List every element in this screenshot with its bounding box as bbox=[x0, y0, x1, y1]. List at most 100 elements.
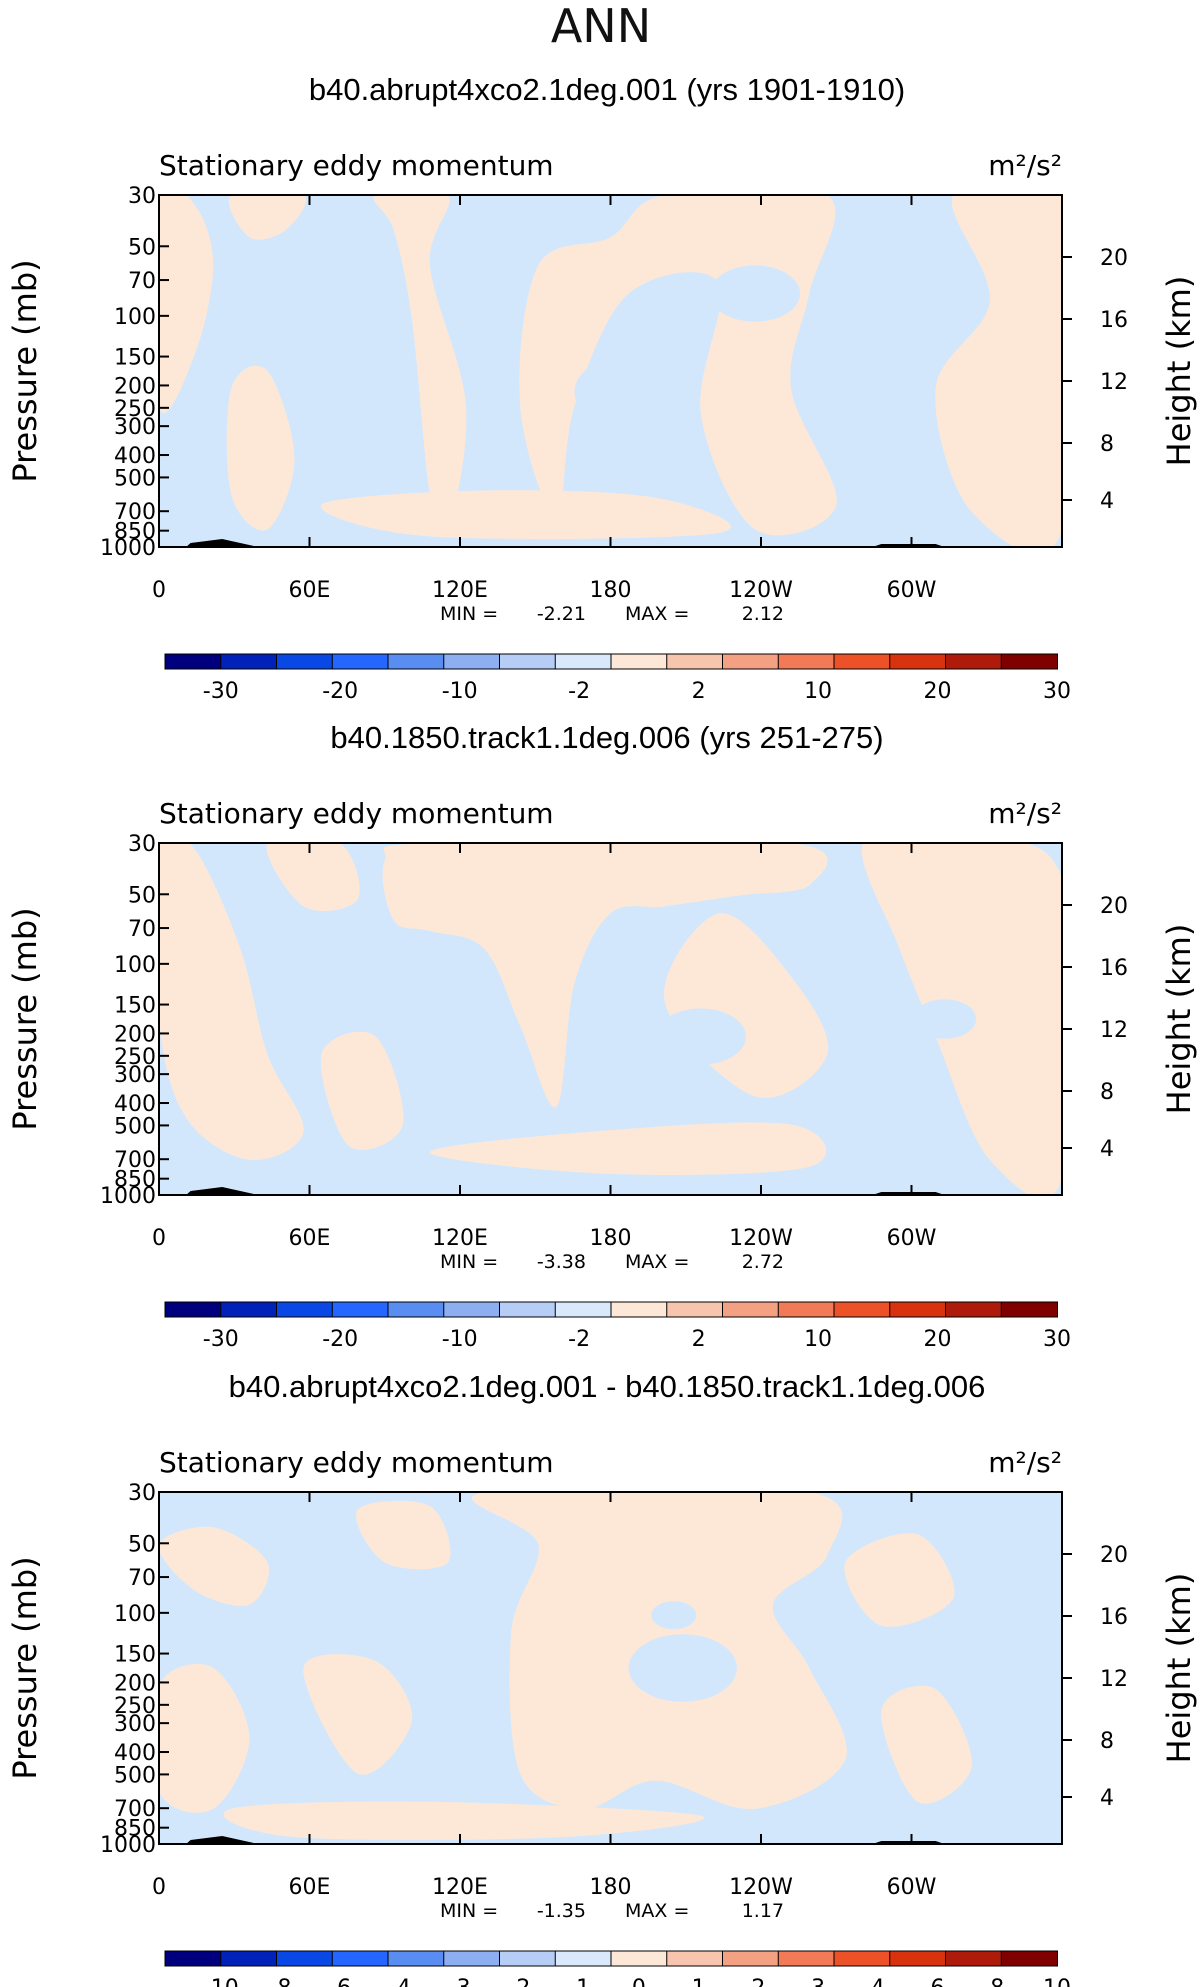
positive-contour-region bbox=[844, 1533, 955, 1627]
pressure-tick-label: 150 bbox=[114, 994, 156, 1019]
colorbar-swatch bbox=[722, 1301, 780, 1318]
pressure-tick-label: 850 bbox=[114, 1817, 156, 1842]
min-label: MIN = bbox=[440, 1251, 498, 1273]
colorbar-swatch bbox=[610, 653, 668, 670]
pressure-tick-label: 150 bbox=[114, 346, 156, 371]
left-string: Stationary eddy momentum bbox=[159, 797, 554, 830]
pressure-tick-label: 250 bbox=[114, 397, 156, 422]
positive-contour-region bbox=[320, 1031, 404, 1150]
colorbar-swatch bbox=[945, 1950, 1003, 1967]
colorbar-swatch bbox=[722, 1950, 780, 1967]
colorbar-swatch bbox=[276, 1301, 334, 1318]
pressure-tick-label: 50 bbox=[128, 235, 156, 260]
colorbar-label: 30 bbox=[1043, 679, 1071, 704]
colorbar-swatch bbox=[499, 1950, 557, 1967]
height-tick-label: 12 bbox=[1100, 370, 1128, 395]
pressure-tick-label: 100 bbox=[114, 305, 156, 330]
positive-contour-region bbox=[429, 1122, 827, 1175]
height-axis-title: Height (km) bbox=[1160, 1573, 1198, 1764]
colorbar-swatch bbox=[666, 1301, 724, 1318]
pressure-tick-label: 850 bbox=[114, 1168, 156, 1193]
height-tick-label: 16 bbox=[1100, 1605, 1128, 1630]
colorbar-label: 10 bbox=[1043, 1976, 1071, 1987]
positive-contour-region bbox=[320, 490, 731, 540]
colorbar-swatch bbox=[833, 1950, 891, 1967]
colorbar-swatch bbox=[276, 653, 334, 670]
panel-1: b40.abrupt4xco2.1deg.001 (yrs 1901-1910)… bbox=[6, 72, 1198, 704]
colorbar-swatch bbox=[554, 653, 612, 670]
pressure-tick-label: 200 bbox=[114, 1671, 156, 1696]
min-label: MIN = bbox=[440, 1900, 498, 1922]
height-tick-label: 16 bbox=[1100, 308, 1128, 333]
x-tick-label: 120E bbox=[432, 1875, 488, 1900]
colorbar-label: 0 bbox=[632, 1976, 646, 1987]
positive-contour-region bbox=[159, 843, 304, 1161]
x-tick-label: 0 bbox=[152, 1875, 166, 1900]
colorbar-swatch bbox=[889, 1301, 947, 1318]
height-tick-label: 4 bbox=[1100, 489, 1114, 514]
colorbar-label: 6 bbox=[931, 1976, 945, 1987]
left-string: Stationary eddy momentum bbox=[159, 149, 554, 182]
height-tick-label: 12 bbox=[1100, 1018, 1128, 1043]
plot-area bbox=[159, 195, 1062, 547]
colorbar-swatch bbox=[387, 653, 445, 670]
pressure-tick-label: 500 bbox=[114, 466, 156, 491]
positive-contour-region bbox=[223, 1801, 705, 1841]
height-tick-label: 4 bbox=[1100, 1137, 1114, 1162]
colorbar-swatch bbox=[1000, 1950, 1058, 1967]
max-value: 2.72 bbox=[742, 1251, 784, 1273]
colorbar-swatch bbox=[554, 1301, 612, 1318]
pressure-tick-label: 70 bbox=[128, 917, 156, 942]
colorbar-swatch bbox=[1000, 653, 1058, 670]
pressure-tick-label: 250 bbox=[114, 1045, 156, 1070]
colorbar-swatch bbox=[833, 653, 891, 670]
figure-title: ANN bbox=[551, 0, 651, 53]
panel-3: b40.abrupt4xco2.1deg.001 - b40.1850.trac… bbox=[6, 1369, 1198, 1987]
colorbar-swatch bbox=[833, 1301, 891, 1318]
colorbar-swatch bbox=[443, 1301, 501, 1318]
pressure-tick-label: 700 bbox=[114, 500, 156, 525]
colorbar-label: -10 bbox=[442, 1327, 478, 1352]
pressure-tick-label: 50 bbox=[128, 1532, 156, 1557]
positive-contour-region bbox=[228, 195, 306, 240]
x-tick-label: 120E bbox=[432, 1226, 488, 1251]
pressure-tick-label: 200 bbox=[114, 1022, 156, 1047]
max-label: MAX = bbox=[625, 1251, 689, 1273]
x-tick-label: 120W bbox=[729, 578, 793, 603]
colorbar-label: -10 bbox=[203, 1976, 239, 1987]
pressure-tick-label: 700 bbox=[114, 1148, 156, 1173]
topography bbox=[186, 1187, 259, 1195]
x-tick-label: 60E bbox=[289, 1226, 331, 1251]
colorbar-label: -2 bbox=[568, 679, 590, 704]
colorbar-label: 10 bbox=[804, 679, 832, 704]
pressure-tick-label: 30 bbox=[128, 1481, 156, 1506]
pressure-tick-label: 850 bbox=[114, 520, 156, 545]
colorbar-label: 3 bbox=[811, 1976, 825, 1987]
colorbar-swatch bbox=[777, 1301, 835, 1318]
negative-contour-region bbox=[655, 1008, 746, 1065]
pressure-tick-label: 1000 bbox=[100, 1184, 156, 1209]
colorbar-label: -3 bbox=[449, 1976, 471, 1987]
pressure-axis-title: Pressure (mb) bbox=[6, 907, 44, 1130]
negative-contour-region bbox=[628, 1634, 737, 1702]
colorbar-label: -20 bbox=[322, 1327, 358, 1352]
max-value: 2.12 bbox=[742, 603, 784, 625]
colorbar-swatch bbox=[666, 653, 724, 670]
panel-2: b40.1850.track1.1deg.006 (yrs 251-275) St… bbox=[6, 720, 1198, 1352]
x-tick-label: 120E bbox=[432, 578, 488, 603]
x-tick-label: 180 bbox=[590, 578, 632, 603]
pressure-tick-label: 100 bbox=[114, 1602, 156, 1627]
height-tick-label: 8 bbox=[1100, 1729, 1114, 1754]
max-label: MAX = bbox=[625, 603, 689, 625]
colorbar-swatch bbox=[220, 653, 278, 670]
colorbar-swatch bbox=[610, 1950, 668, 1967]
colorbar-swatch bbox=[610, 1301, 668, 1318]
pressure-tick-label: 100 bbox=[114, 953, 156, 978]
pressure-tick-label: 400 bbox=[114, 1092, 156, 1117]
positive-contour-region bbox=[159, 1664, 250, 1813]
height-tick-label: 8 bbox=[1100, 1080, 1114, 1105]
min-value: -2.21 bbox=[537, 603, 586, 625]
colorbar-label: 1 bbox=[692, 1976, 706, 1987]
positive-contour-region bbox=[382, 843, 828, 1108]
colorbar-label: 2 bbox=[692, 679, 706, 704]
